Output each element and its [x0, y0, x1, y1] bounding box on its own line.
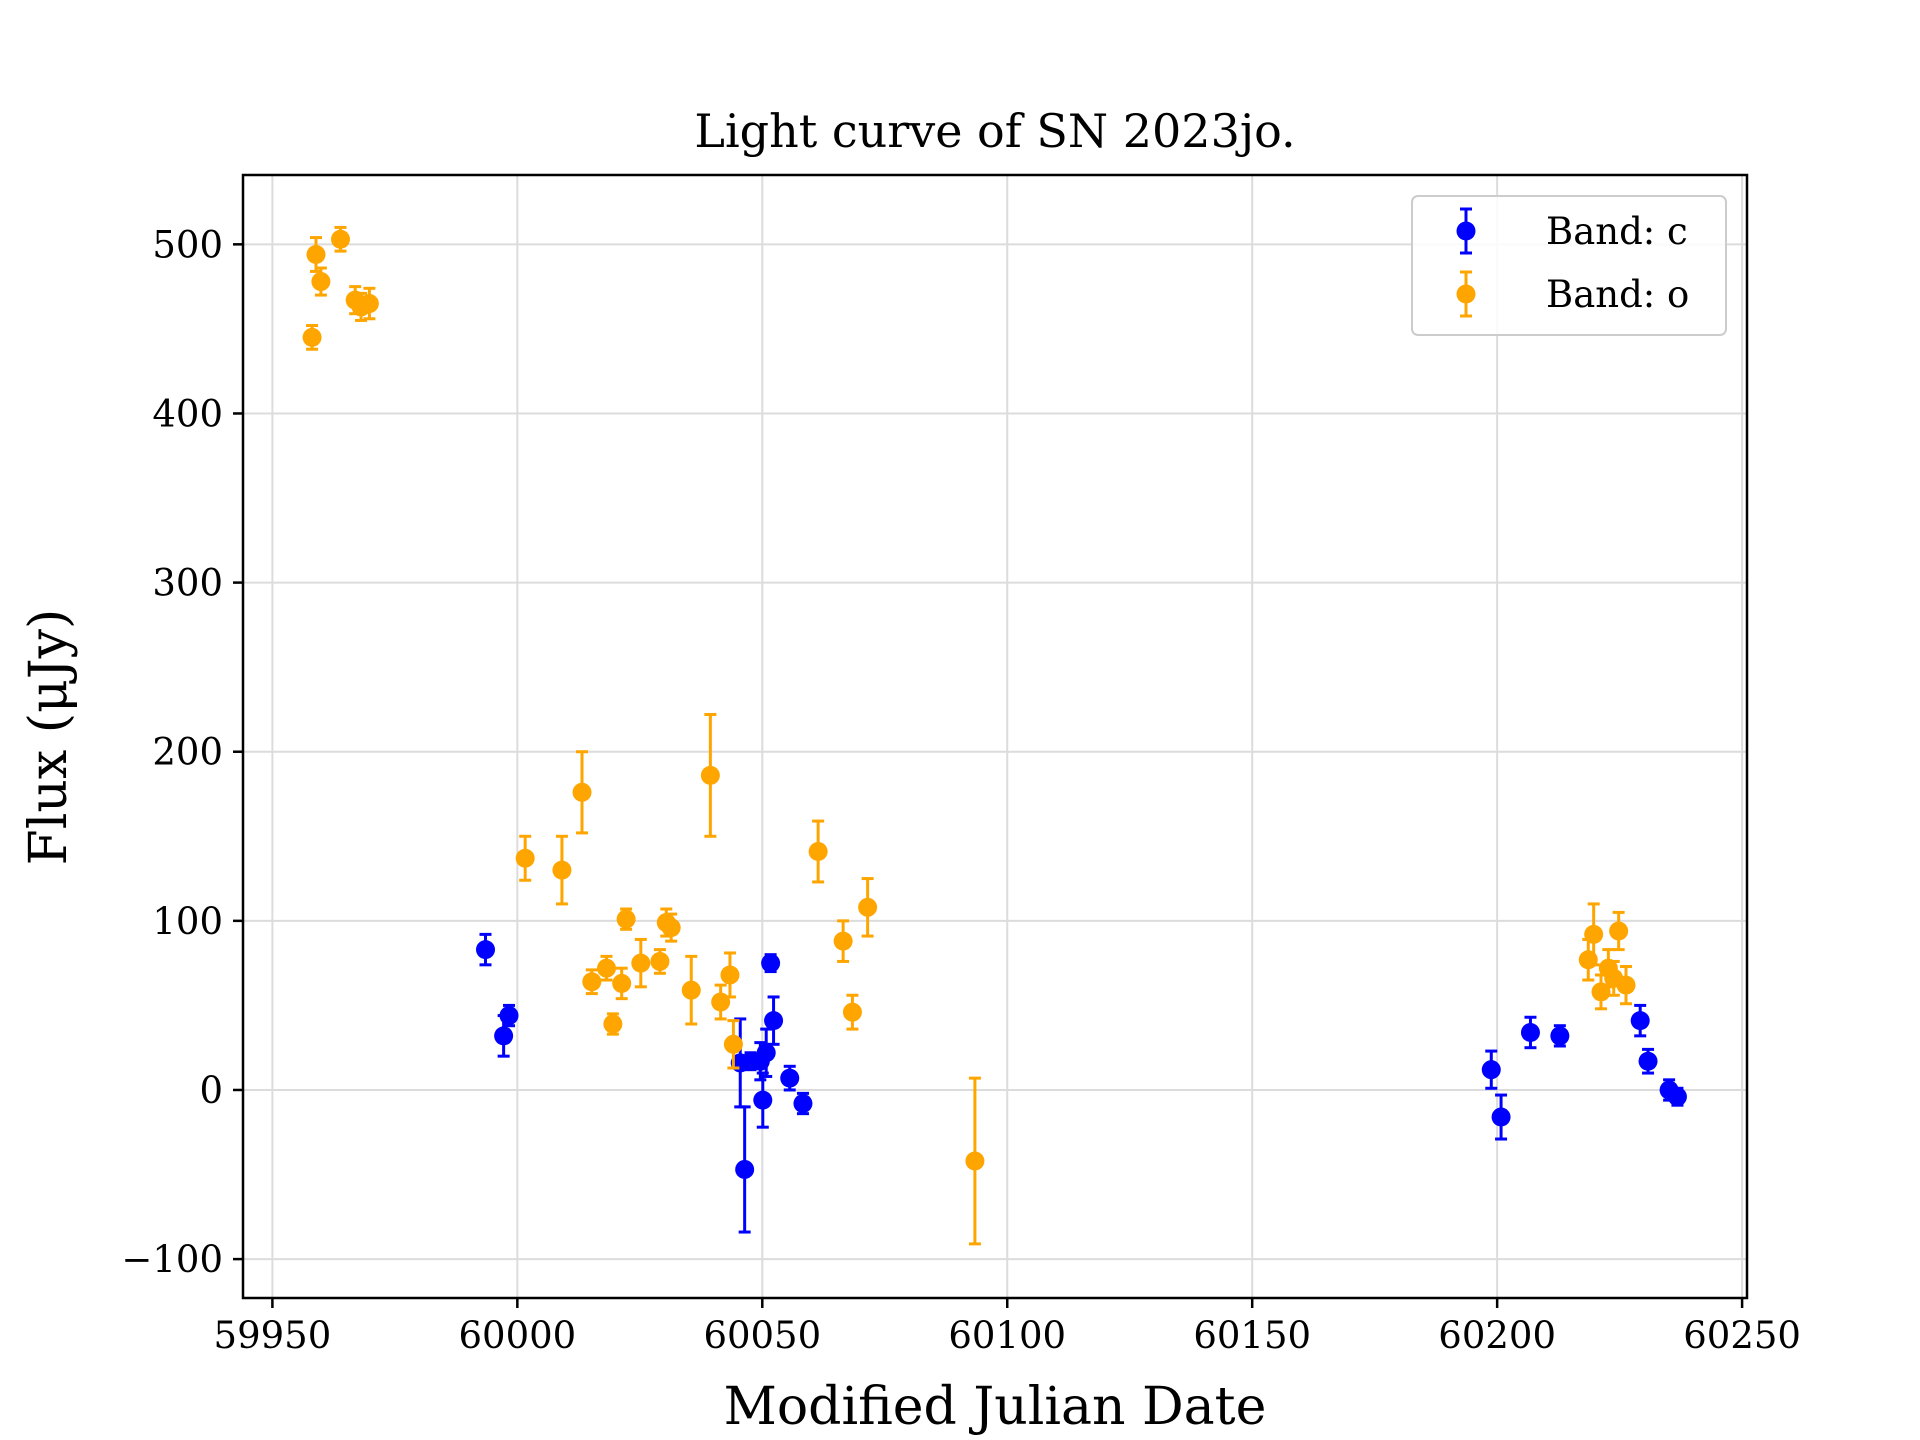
data-point — [720, 965, 740, 985]
data-point — [761, 953, 781, 973]
legend-items: Band: c Band: o — [1456, 207, 1689, 318]
legend-item: Band: o — [1456, 270, 1689, 318]
data-point — [965, 1151, 985, 1171]
data-point — [572, 782, 592, 802]
data-point — [808, 842, 828, 862]
data-series — [302, 225, 1687, 1246]
data-point — [616, 909, 636, 929]
legend: Band: c Band: o — [1411, 195, 1727, 336]
chart-title: Light curve of SN 2023jo. — [694, 104, 1295, 158]
y-tick-label: 300 — [152, 562, 223, 605]
data-point — [858, 897, 878, 917]
data-point — [1520, 1022, 1540, 1042]
legend-item: Band: c — [1456, 207, 1688, 255]
data-point — [631, 953, 651, 973]
plot-frame — [241, 173, 1749, 1300]
series-band-o — [302, 225, 1636, 1246]
data-point — [1667, 1087, 1687, 1107]
data-point — [700, 765, 720, 785]
data-point — [661, 918, 681, 938]
data-point — [756, 1043, 776, 1063]
data-point — [650, 951, 670, 971]
data-point — [1638, 1051, 1658, 1071]
legend-marker — [1456, 221, 1476, 241]
series-band-c — [476, 932, 1687, 1234]
x-tick-label: 60200 — [1438, 1314, 1556, 1357]
y-tick-label: 400 — [152, 392, 223, 435]
data-point — [515, 848, 535, 868]
data-point — [753, 1090, 773, 1110]
data-point — [793, 1094, 813, 1114]
y-axis-label: Flux (μJy) — [19, 609, 79, 866]
data-point — [552, 860, 572, 880]
y-tick-label: 0 — [199, 1069, 223, 1112]
data-point — [330, 229, 350, 249]
y-tick-label: −100 — [121, 1238, 223, 1281]
x-tick-label: 60150 — [1193, 1314, 1311, 1357]
axis-ticks: 59950 60000 60050 60100 60150 60200 60250 −100 0… — [121, 223, 1801, 1357]
data-point — [311, 272, 331, 292]
data-point — [359, 294, 379, 314]
data-point — [597, 958, 617, 978]
x-tick-label: 60000 — [458, 1314, 576, 1357]
data-point — [1616, 975, 1636, 995]
data-point — [499, 1006, 519, 1026]
data-point — [711, 992, 731, 1012]
data-point — [302, 327, 322, 347]
data-point — [723, 1034, 743, 1054]
legend-label: Band: o — [1546, 273, 1689, 316]
data-point — [603, 1014, 623, 1034]
y-tick-label: 500 — [152, 223, 223, 266]
data-point — [476, 940, 496, 960]
x-axis-label: Modified Julian Date — [724, 1377, 1267, 1437]
data-point — [1550, 1026, 1570, 1046]
y-tick-label: 100 — [152, 900, 223, 943]
legend-marker — [1456, 284, 1476, 304]
data-point — [1609, 921, 1629, 941]
data-point — [735, 1159, 755, 1179]
data-point — [833, 931, 853, 951]
data-point — [842, 1002, 862, 1022]
data-point — [494, 1026, 514, 1046]
data-point — [681, 980, 701, 1000]
data-point — [1630, 1011, 1650, 1031]
x-tick-label: 60050 — [703, 1314, 821, 1357]
x-tick-label: 59950 — [214, 1314, 332, 1357]
x-tick-label: 60100 — [948, 1314, 1066, 1357]
legend-box — [1411, 195, 1727, 336]
data-point — [1481, 1060, 1501, 1080]
data-point — [764, 1011, 784, 1031]
legend-label: Band: c — [1546, 210, 1688, 253]
data-point — [582, 972, 602, 992]
data-point — [1491, 1107, 1511, 1127]
data-point — [1584, 924, 1604, 944]
data-point — [780, 1068, 800, 1088]
data-point — [612, 973, 632, 993]
data-point — [306, 244, 326, 264]
grid — [243, 175, 1747, 1298]
y-tick-label: 200 — [152, 731, 223, 774]
x-tick-label: 60250 — [1683, 1314, 1801, 1357]
